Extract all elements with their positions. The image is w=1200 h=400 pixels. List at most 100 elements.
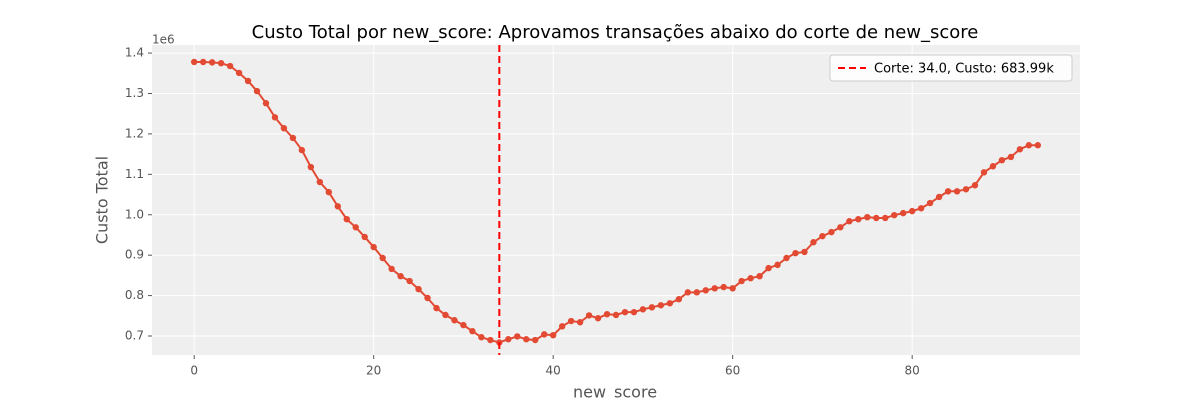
data-point: [648, 304, 656, 311]
data-point: [352, 224, 359, 231]
data-point: [549, 331, 557, 339]
x-tick-label: 40: [546, 364, 561, 378]
data-point: [693, 289, 700, 296]
data-point: [935, 193, 943, 201]
data-point: [899, 209, 907, 217]
data-point: [684, 289, 691, 296]
data-point: [379, 254, 386, 262]
chart-title: Custo Total por new_score: Aprovamos tra…: [252, 22, 979, 43]
data-point: [262, 100, 270, 107]
data-point: [226, 62, 234, 70]
data-point: [917, 205, 925, 212]
data-point: [828, 228, 835, 236]
data-point: [514, 333, 521, 340]
data-point: [370, 243, 377, 251]
data-point: [235, 69, 243, 77]
data-point: [908, 207, 916, 215]
data-point: [962, 186, 970, 193]
data-point: [505, 336, 512, 343]
data-point: [289, 134, 297, 142]
data-point: [720, 283, 727, 291]
data-point: [460, 321, 467, 329]
data-point: [532, 336, 539, 344]
data-point: [666, 300, 674, 307]
data-point: [523, 336, 530, 343]
data-point: [478, 334, 485, 341]
legend-label: Corte: 34.0, Custo: 683.99k: [874, 62, 1054, 77]
data-point: [980, 169, 988, 176]
data-point: [765, 264, 772, 272]
data-point: [998, 156, 1006, 164]
data-point: [469, 327, 476, 335]
data-point: [558, 323, 566, 330]
data-point: [576, 319, 584, 326]
data-point: [271, 114, 279, 121]
plot-area: [152, 45, 1080, 355]
data-point: [738, 277, 745, 285]
x-axis-label: new_score: [573, 383, 657, 400]
data-point: [756, 272, 763, 280]
y-tick-label: 1.0: [125, 207, 144, 221]
x-tick-label: 60: [725, 364, 740, 378]
data-point: [208, 59, 216, 66]
y-tick-label: 0.7: [125, 329, 144, 343]
data-point: [334, 203, 341, 210]
y-tick-label: 0.8: [125, 288, 144, 302]
data-point: [424, 294, 431, 302]
data-point: [621, 308, 629, 316]
data-point: [747, 275, 754, 282]
data-point: [612, 311, 620, 319]
data-point: [397, 272, 404, 280]
y-tick-label: 0.9: [125, 248, 144, 262]
data-point: [415, 285, 422, 293]
data-point: [406, 277, 413, 285]
data-point: [882, 214, 889, 222]
data-point: [244, 77, 252, 85]
data-point: [630, 308, 638, 316]
data-point: [729, 285, 736, 292]
data-point: [1007, 153, 1015, 161]
data-point: [585, 312, 593, 319]
data-point: [433, 304, 440, 312]
data-point: [280, 125, 288, 132]
data-point: [801, 248, 808, 256]
legend-box: [829, 54, 1073, 82]
data-point: [541, 331, 548, 338]
data-point: [702, 287, 709, 294]
data-point: [307, 163, 315, 171]
y-tick-label: 1.2: [125, 126, 144, 140]
data-point: [451, 317, 458, 324]
data-point: [639, 306, 647, 313]
data-point: [316, 178, 324, 186]
data-point: [846, 218, 853, 225]
data-point: [971, 182, 979, 189]
data-point: [953, 188, 961, 195]
data-point: [774, 261, 781, 269]
data-point: [487, 336, 494, 344]
data-point: [603, 310, 611, 318]
data-point: [199, 58, 207, 66]
data-point: [217, 59, 225, 67]
data-point: [989, 163, 997, 170]
data-point: [325, 188, 333, 196]
data-point: [891, 211, 898, 219]
data-point: [253, 87, 261, 95]
data-point: [711, 285, 718, 292]
x-tick-label: 20: [366, 364, 381, 378]
y-tick-label: 1.4: [125, 46, 144, 60]
legend: Corte: 34.0, Custo: 683.99k: [829, 54, 1073, 82]
data-point: [873, 214, 880, 222]
grid: 0.7 0.8 0.9 1.0 1.1 1.2 1.3 1.4 0 20 40 60 80: [125, 45, 1080, 378]
x-tick-label: 0: [190, 364, 198, 378]
data-point: [944, 188, 952, 195]
data-point: [361, 233, 368, 241]
data-point: [810, 239, 817, 246]
data-point: [594, 315, 602, 322]
data-point: [388, 265, 395, 273]
data-point: [855, 215, 862, 223]
data-point: [675, 296, 683, 303]
data-point: [783, 254, 790, 262]
data-point: [567, 317, 575, 325]
data-point: [926, 199, 934, 207]
y-axis-label: Custo Total: [93, 156, 112, 244]
